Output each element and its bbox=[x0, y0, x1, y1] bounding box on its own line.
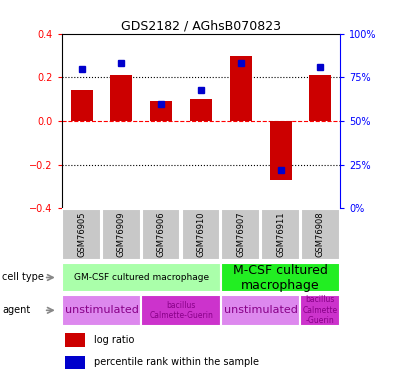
Bar bbox=[270, 121, 291, 180]
Text: unstimulated: unstimulated bbox=[224, 305, 298, 315]
Bar bbox=[150, 101, 172, 121]
FancyBboxPatch shape bbox=[102, 209, 141, 260]
Title: GDS2182 / AGhsB070823: GDS2182 / AGhsB070823 bbox=[121, 20, 281, 33]
Bar bbox=[65, 356, 85, 369]
Bar bbox=[65, 333, 85, 346]
Bar bbox=[230, 56, 252, 121]
FancyBboxPatch shape bbox=[142, 209, 181, 260]
Bar bbox=[71, 90, 92, 121]
Text: GSM76909: GSM76909 bbox=[117, 211, 126, 257]
FancyBboxPatch shape bbox=[62, 263, 221, 292]
FancyBboxPatch shape bbox=[181, 209, 220, 260]
FancyBboxPatch shape bbox=[261, 209, 300, 260]
Text: percentile rank within the sample: percentile rank within the sample bbox=[94, 357, 259, 367]
Bar bbox=[310, 75, 332, 121]
FancyBboxPatch shape bbox=[62, 209, 101, 260]
FancyBboxPatch shape bbox=[300, 295, 340, 326]
Bar bbox=[111, 75, 132, 121]
FancyBboxPatch shape bbox=[222, 209, 260, 260]
FancyBboxPatch shape bbox=[221, 295, 300, 326]
Text: agent: agent bbox=[2, 305, 30, 315]
FancyBboxPatch shape bbox=[301, 209, 339, 260]
Text: unstimulated: unstimulated bbox=[64, 305, 139, 315]
Text: GSM76906: GSM76906 bbox=[157, 211, 166, 257]
Bar bbox=[190, 99, 212, 121]
Text: GSM76908: GSM76908 bbox=[316, 211, 325, 257]
Text: M-CSF cultured
macrophage: M-CSF cultured macrophage bbox=[233, 264, 328, 291]
Text: GSM76911: GSM76911 bbox=[276, 211, 285, 257]
Text: bacillus
Calmette
-Guerin: bacillus Calmette -Guerin bbox=[303, 296, 338, 325]
Text: GM-CSF cultured macrophage: GM-CSF cultured macrophage bbox=[74, 273, 209, 282]
FancyBboxPatch shape bbox=[62, 295, 141, 326]
FancyBboxPatch shape bbox=[221, 263, 340, 292]
Text: log ratio: log ratio bbox=[94, 335, 134, 345]
Text: bacillus
Calmette-Guerin: bacillus Calmette-Guerin bbox=[149, 301, 213, 320]
FancyBboxPatch shape bbox=[141, 295, 221, 326]
Text: cell type: cell type bbox=[2, 273, 44, 282]
Text: GSM76907: GSM76907 bbox=[236, 211, 245, 257]
Text: GSM76905: GSM76905 bbox=[77, 211, 86, 257]
Text: GSM76910: GSM76910 bbox=[197, 211, 205, 257]
